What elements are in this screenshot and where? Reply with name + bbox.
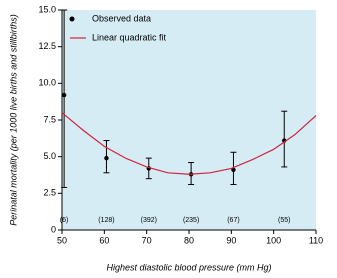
x-tick-label: 100 [266,235,281,245]
count-label: (6) [60,217,69,224]
x-tick-label: 60 [99,235,109,245]
x-axis-label: Highest diastolic blood pressure (mm Hg) [106,262,271,272]
y-tick-label: 15.0 [38,4,56,14]
count-label: (392) [141,217,157,224]
data-point [61,92,67,98]
x-tick-label: 50 [57,235,67,245]
y-tick-label: 7.5 [43,114,56,124]
count-label: (128) [98,217,114,224]
x-tick-label: 80 [184,235,194,245]
y-tick-label: 10.0 [38,78,56,88]
data-point [104,155,109,161]
legend-label: Linear quadratic fit [92,32,167,42]
x-tick-label: 110 [309,235,323,245]
fit-line [61,112,317,175]
x-tick-label: 90 [226,235,236,245]
y-axis-label: Perinatal mortality (per 1000 live birth… [8,14,18,226]
y-tick-label: 5.0 [43,151,56,161]
legend-label: Observed data [92,13,151,23]
legend-swatch [69,16,75,22]
count-label: (55) [278,217,290,224]
x-tick-label: 70 [142,235,152,245]
plot-area [62,10,316,230]
y-tick-label: 2.5 [43,188,56,198]
data-point [231,167,236,173]
count-label: (235) [183,217,199,224]
count-label: (67) [227,217,239,224]
y-tick-label: 0 [51,224,56,234]
y-tick-label: 12.5 [38,41,56,51]
